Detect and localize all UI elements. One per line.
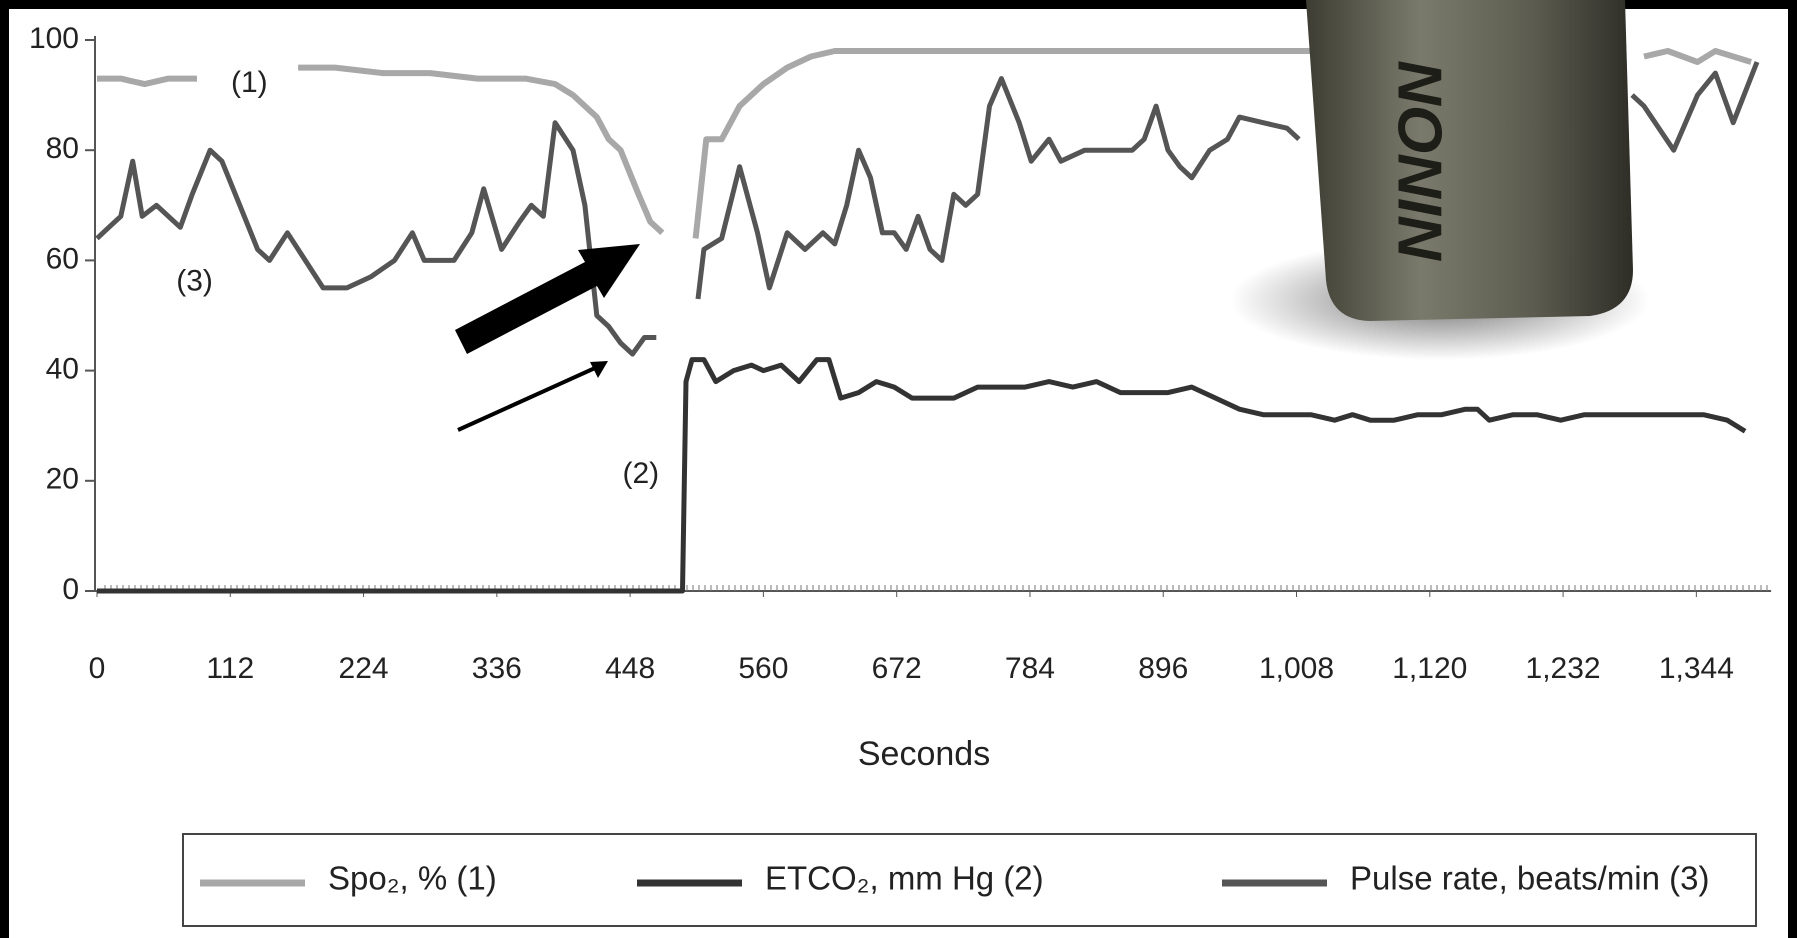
device	[1306, 0, 1633, 321]
x-tick-label: 224	[339, 652, 389, 685]
x-tick-label: 560	[738, 652, 788, 685]
legend-box	[182, 833, 1757, 927]
y-tick-label: 80	[46, 132, 79, 165]
x-tick-label: 1,344	[1659, 652, 1734, 685]
x-tick-label: 448	[605, 652, 655, 685]
plot-area: 0 20 40 60 80 100 0 112 224 336 448 560 672 784 896 1,0…	[29, 22, 1772, 773]
legend: Spo₂, % (1) ETCO₂, mm Hg (2) Pulse rate, b…	[182, 833, 1757, 927]
x-tick-label: 336	[472, 652, 522, 685]
annotation: (1)	[231, 66, 268, 99]
x-tick-label: 784	[1005, 652, 1055, 685]
y-tick-label: 60	[46, 242, 79, 275]
legend-label: Pulse rate, beats/min (3)	[1350, 860, 1710, 897]
y-tick-label: 0	[62, 573, 79, 606]
thin-arrow-head	[590, 361, 608, 378]
x-axis-label: Seconds	[858, 735, 990, 773]
legend-label: Spo₂, % (1)	[328, 860, 497, 897]
annotation: (2)	[622, 457, 659, 490]
legend-label: ETCO₂, mm Hg (2)	[765, 860, 1044, 897]
annotation: (3)	[176, 264, 213, 297]
x-tick-label: 1,232	[1526, 652, 1601, 685]
x-tick-label: 672	[872, 652, 922, 685]
series-line	[95, 61, 1760, 357]
x-tick-label: 112	[206, 652, 254, 685]
series-line	[97, 357, 1747, 594]
thick-arrow	[455, 244, 640, 354]
x-tick-label: 0	[89, 652, 106, 685]
y-tick-label: 40	[46, 353, 79, 386]
x-tick-label: 1,008	[1259, 652, 1334, 685]
x-tick-label: 1,120	[1392, 652, 1467, 685]
thin-arrow	[457, 366, 596, 432]
y-tick-label: 20	[46, 463, 79, 496]
series-line	[97, 48, 1752, 239]
device-logo: NONIN	[1385, 60, 1454, 261]
overlay: NONIN	[455, 0, 1650, 432]
y-tick-label: 100	[29, 22, 79, 55]
x-tick-label: 896	[1138, 652, 1188, 685]
